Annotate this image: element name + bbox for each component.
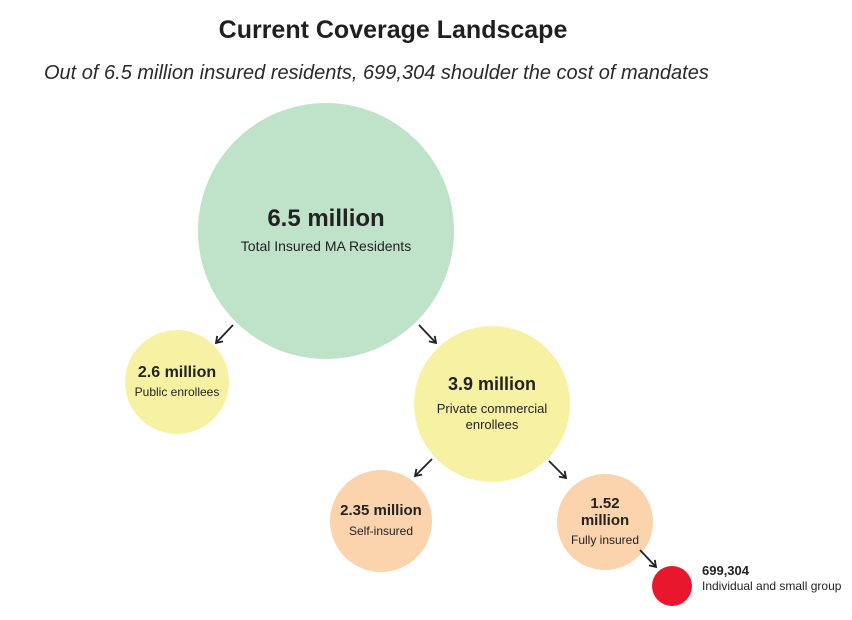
small-group-value: 699,304 — [702, 563, 749, 578]
fully-insured-label: Fully insured — [570, 533, 640, 547]
arrow-fully-to-small — [639, 549, 658, 569]
public-enrollees-label: Public enrollees — [134, 384, 220, 399]
fully-insured-value: 1.52 million — [580, 495, 630, 529]
private-enrollees-label: Private commercial enrollees — [436, 400, 548, 432]
small-group-text: 699,304 Individual and small group — [702, 563, 842, 593]
private-enrollees-value: 3.9 million — [447, 373, 537, 394]
arrow-total-to-private — [418, 324, 438, 345]
self-insured-label: Self-insured — [348, 524, 414, 539]
small-group-label: Individual and small group — [702, 578, 842, 593]
public-enrollees-circle: 2.6 million Public enrollees — [125, 330, 229, 434]
small-group-circle — [652, 566, 692, 606]
self-insured-value: 2.35 million — [340, 501, 422, 519]
diagram-title: Current Coverage Landscape — [218, 16, 568, 44]
diagram-subtitle: Out of 6.5 million insured residents, 69… — [44, 62, 709, 84]
total-insured-value: 6.5 million — [267, 205, 385, 233]
fully-insured-circle: 1.52 million Fully insured — [557, 474, 653, 570]
private-enrollees-circle: 3.9 million Private commercial enrollees — [414, 326, 570, 482]
public-enrollees-value: 2.6 million — [137, 364, 217, 382]
arrow-private-to-fully — [548, 460, 568, 480]
arrow-private-to-self — [413, 458, 433, 478]
total-insured-circle: 6.5 million Total Insured MA Residents — [198, 103, 454, 359]
self-insured-circle: 2.35 million Self-insured — [330, 470, 432, 572]
total-insured-label: Total Insured MA Residents — [240, 238, 412, 255]
arrow-total-to-public — [214, 324, 234, 345]
